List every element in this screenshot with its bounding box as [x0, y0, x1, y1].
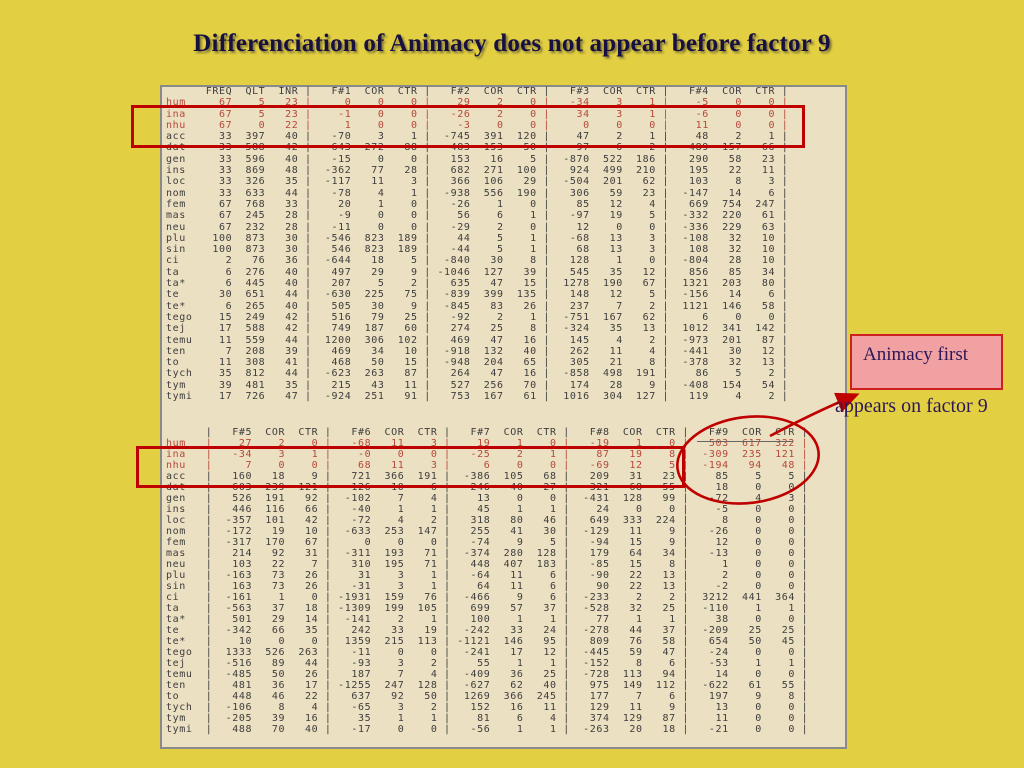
table-row: te 30 651 44 | -630 225 75 | -839 399 13…: [166, 289, 789, 301]
factor9-note: appears on factor 9: [835, 395, 988, 417]
table-row: | F#5 COR CTR | F#6 COR CTR | F#7 COR CT…: [166, 427, 809, 438]
table-row: plu | -163 73 26 | 31 3 1 | -64 11 6 | -…: [166, 570, 809, 581]
table-row: plu 100 873 30 | -546 823 189 | 44 5 1 |…: [166, 232, 789, 244]
table-row: temu | -485 50 26 | 187 7 4 | -409 36 25…: [166, 669, 809, 680]
table-row: loc 33 326 35 | -117 11 3 | 366 106 29 |…: [166, 176, 789, 188]
table-row: te* 6 265 40 | 505 30 9 | -845 83 26 | 2…: [166, 300, 789, 312]
table-row: ta* 6 445 40 | 207 5 2 | 635 47 15 | 127…: [166, 278, 789, 290]
table-row: mas 67 245 28 | -9 0 0 | 56 6 1 | -97 19…: [166, 210, 789, 222]
table-row: neu 67 232 28 | -11 0 0 | -29 2 0 | 12 0…: [166, 221, 789, 233]
table-row: ta* | 501 29 14 | -141 2 1 | 100 1 1 | 7…: [166, 614, 809, 625]
factor-table-1-4: FREQ QLT INR | F#1 COR CTR | F#2 COR CTR…: [166, 86, 788, 402]
table-row: tych 35 812 44 | -623 263 87 | 264 47 16…: [166, 368, 789, 380]
table-row: gen 33 596 40 | -15 0 0 | 153 16 5 | -87…: [166, 153, 789, 165]
table-row: sin | 163 73 26 | -31 3 1 | 64 11 6 | 90…: [166, 581, 809, 592]
table-row: ins 33 869 48 | -362 77 28 | 682 271 100…: [166, 165, 789, 177]
table-row: neu | 103 22 7 | 310 195 71 | 448 407 18…: [166, 559, 809, 570]
table-row: gen | 526 191 92 | -102 7 4 | 13 0 0 | -…: [166, 493, 809, 504]
table-row: tej 17 588 42 | 749 187 60 | 274 25 8 | …: [166, 323, 789, 335]
table-row: tym 39 481 35 | 215 43 11 | 527 256 70 |…: [166, 379, 789, 391]
slide-title: Differenciation of Animacy does not appe…: [193, 30, 831, 57]
table-row: nom | -172 19 10 | -633 253 147 | 255 41…: [166, 526, 809, 537]
table-row: tego 15 249 42 | 516 79 25 | -92 2 1 | -…: [166, 311, 789, 323]
table-row: ten 7 208 39 | 469 34 10 | -918 132 40 |…: [166, 345, 789, 357]
animacy-highlight-box-bottom: [136, 446, 685, 488]
table-row: tym | -205 39 16 | 35 1 1 | 81 6 4 | 374…: [166, 713, 809, 724]
table-row: tej | -516 89 44 | -93 3 2 | 55 1 1 | -1…: [166, 658, 809, 669]
table-row: to | 448 46 22 | 637 92 50 | 1269 366 24…: [166, 691, 809, 702]
table-row: nom 33 633 44 | -78 4 1 | -938 556 190 |…: [166, 187, 789, 199]
animacy-callout-label: Animacy first: [863, 344, 969, 365]
table-row: ta 6 276 40 | 497 29 9 | -1046 127 39 | …: [166, 266, 789, 278]
table-row: mas | 214 92 31 | -311 193 71 | -374 280…: [166, 548, 809, 559]
table-row: acc 33 397 40 | -70 3 1 | -745 391 120 |…: [166, 131, 789, 143]
table-row: FREQ QLT INR | F#1 COR CTR | F#2 COR CTR…: [166, 86, 789, 97]
table-row: hum 67 5 23 | 0 0 0 | 29 2 0 | -34 3 1 |…: [166, 97, 789, 109]
table-row: ta | -563 37 18 | -1309 199 105 | 699 57…: [166, 603, 809, 614]
table-row: ci | -161 1 0 | -1931 159 76 | -466 9 6 …: [166, 592, 809, 603]
table-row: sin 100 873 30 | 546 823 189 | -44 5 1 |…: [166, 244, 789, 256]
table-row: fem 67 768 33 | 20 1 0 | -26 1 0 | 85 12…: [166, 198, 789, 210]
table-row: ten | 481 36 17 | -1255 247 128 | -627 6…: [166, 680, 809, 691]
table-row: loc | -357 101 42 | -72 4 2 | 318 80 46 …: [166, 515, 809, 526]
table-row: tego | 1333 526 263 | -11 0 0 | -241 17 …: [166, 647, 809, 658]
table-row: te | -342 66 35 | 242 33 19 | -242 33 24…: [166, 625, 809, 636]
table-row: ins | 446 116 66 | -40 1 1 | 45 1 1 | 24…: [166, 504, 809, 515]
table-row: tymi 17 726 47 | -924 251 91 | 753 167 6…: [166, 391, 789, 403]
table-row: fem | -317 170 67 | 0 0 0 | -74 9 5 | -9…: [166, 537, 809, 548]
table-row: ci 2 76 36 | -644 18 5 | -840 30 8 | 128…: [166, 255, 789, 267]
table-row: temu 11 559 44 | 1200 306 102 | 469 47 1…: [166, 334, 789, 346]
table-row: ina 67 5 23 | -1 0 0 | -26 2 0 | 34 3 1 …: [166, 108, 789, 120]
table-row: tych | -106 8 4 | -65 3 2 | 152 16 11 | …: [166, 702, 809, 713]
animacy-callout-box: Animacy first: [850, 334, 1003, 390]
table-row: tymi | 488 70 40 | -17 0 0 | -56 1 1 | -…: [166, 724, 809, 735]
table-row: te* | 10 0 0 | 1359 215 113 | -1121 146 …: [166, 636, 809, 647]
table-row: nhu 67 0 22 | 1 0 0 | -3 0 0 | 0 0 0 | 1…: [166, 119, 789, 131]
table-row: to 11 308 41 | 468 50 15 | -948 204 65 |…: [166, 357, 789, 369]
animacy-highlight-box-top: [131, 105, 805, 148]
factor9-header-underline: [697, 441, 793, 442]
